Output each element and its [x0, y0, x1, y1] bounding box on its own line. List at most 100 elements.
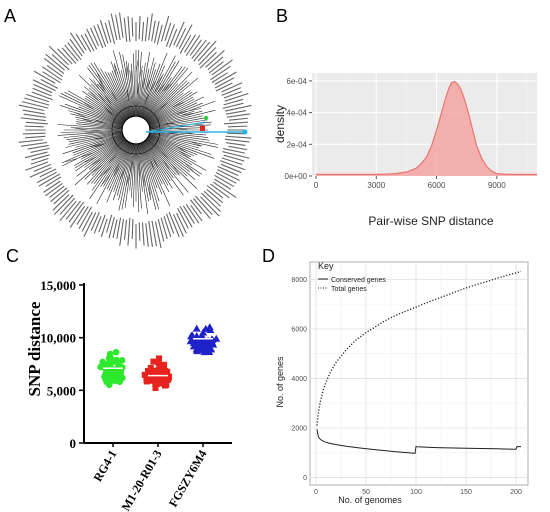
tip-label: [31, 154, 50, 161]
tree-branch: [88, 87, 126, 121]
tree-branch: [171, 164, 180, 175]
tip-label: [189, 39, 202, 56]
scatter-point: [196, 344, 205, 352]
scatter-point: [112, 348, 120, 356]
density-x-tick-label: 3000: [367, 181, 385, 190]
tree-branch: [148, 102, 198, 125]
tip-label: [69, 38, 83, 57]
scatter-point: [192, 332, 201, 340]
tip-label: [153, 21, 160, 43]
tree-branch: [175, 110, 188, 115]
tree-branch: [142, 141, 169, 186]
tip-label: [99, 20, 109, 44]
tip-label: [217, 165, 239, 176]
scatter-point: [209, 340, 218, 348]
tip-label: [43, 57, 65, 75]
tree-branch: [66, 131, 123, 141]
tip-label: [40, 78, 59, 89]
tree-branch: [76, 119, 123, 128]
tip-label: [18, 139, 44, 143]
scatter-point: [156, 355, 163, 362]
tip-label: [41, 66, 63, 81]
tip-label: [24, 135, 46, 139]
scatter-point: [197, 337, 206, 345]
tree-branch: [93, 62, 129, 119]
tip-label: [183, 34, 196, 53]
tree-branch: [92, 79, 100, 90]
tree-branch: [73, 136, 125, 166]
tip-label: [207, 56, 224, 71]
tree-branch: [162, 122, 175, 125]
tip-label: [33, 163, 52, 172]
tree-branch: [143, 66, 183, 119]
tree-branch: [87, 67, 128, 120]
tip-label: [212, 181, 237, 199]
tip-label: [215, 172, 237, 184]
tree-branch: [120, 70, 133, 117]
tree-branch: [141, 142, 163, 185]
tree-branch: [152, 156, 159, 168]
scatter-point: [152, 385, 159, 392]
tip-label: [98, 214, 106, 233]
tree-branch: [67, 90, 125, 124]
gene-x-axis-label: No. of genomes: [338, 495, 402, 505]
tree-branch: [62, 134, 123, 155]
tip-label: [151, 220, 158, 247]
tip-label: [68, 201, 85, 223]
tip-label: [214, 174, 235, 188]
tip-label: [224, 104, 252, 112]
scatter-point: [118, 357, 126, 364]
tip-label: [57, 48, 73, 65]
tree-branch: [140, 63, 161, 117]
tree-branch: [104, 95, 113, 106]
tip-label: [156, 24, 163, 45]
tip-label: [179, 34, 192, 54]
tip-label: [21, 101, 49, 109]
scatter-point: [154, 379, 161, 386]
tree-branch: [138, 143, 152, 200]
tree-branch: [110, 72, 131, 118]
density-ticks: 0 3000 6000 9000 0e+00 2e-04 4e-04 6e-04: [285, 77, 507, 190]
tree-branch: [137, 143, 149, 214]
gene-series-line: [316, 429, 521, 454]
tree-branch: [146, 92, 184, 122]
tree-branch: [82, 118, 95, 123]
tip-label: [200, 196, 220, 217]
tree-branch: [90, 91, 99, 102]
tree-branch: [130, 159, 134, 172]
tree-branch: [107, 72, 131, 118]
tree-branch: [83, 102, 95, 110]
tree-branch: [91, 83, 127, 121]
tree-branch: [106, 103, 116, 113]
tree-branch: [70, 127, 123, 130]
density-curve: [316, 81, 537, 175]
tree-branch: [149, 109, 216, 127]
tip-label: [190, 199, 203, 215]
tip-label: [53, 194, 74, 215]
scatter-points: [97, 323, 221, 392]
density-x-tick-label: 9000: [488, 181, 506, 190]
tip-label: [199, 51, 217, 69]
tree-branch: [57, 124, 123, 130]
tree-branch: [148, 135, 192, 158]
tree-branch: [103, 141, 130, 187]
tree-branch: [137, 143, 143, 192]
tip-label: [69, 205, 86, 228]
tree-branch: [84, 139, 127, 180]
gene-y-tick-label: 2000: [291, 426, 307, 433]
tree-branch: [99, 168, 108, 178]
tree-branch: [98, 83, 106, 94]
tree-branch: [129, 143, 135, 191]
tip-label: [182, 205, 195, 224]
tree-branch: [138, 68, 150, 117]
tip-label: [127, 16, 131, 42]
tree-branch: [137, 62, 146, 117]
phylogenetic-tree: [18, 12, 252, 249]
tree-branch: [146, 77, 199, 122]
tip-label: [141, 222, 145, 246]
tree-branch: [153, 83, 161, 94]
tip-label: [52, 194, 70, 211]
scatter-point: [106, 373, 113, 380]
tip-label: [32, 87, 52, 97]
